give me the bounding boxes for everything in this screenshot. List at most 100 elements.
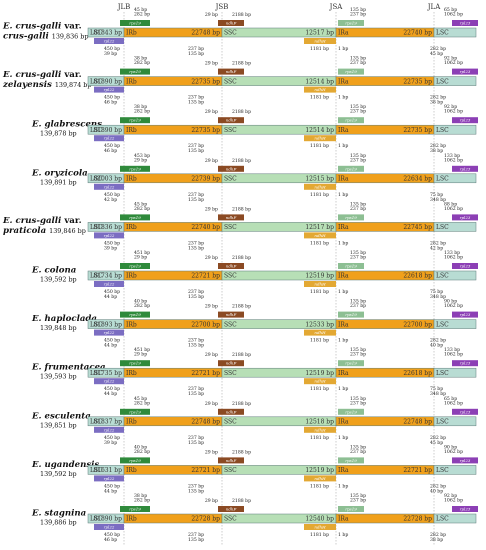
- gene-rps19-label: rps19: [129, 264, 141, 269]
- gene-rpl22-label: rpl22: [104, 379, 115, 384]
- top-annotation: 2188 bp: [232, 498, 251, 504]
- top-annotation: 1062 bp: [444, 303, 463, 309]
- top-annotation: 237 bp: [350, 12, 366, 18]
- segment-length-lsc: 81843 bp: [93, 30, 122, 37]
- gene-rpl22-box: [94, 329, 124, 336]
- gene-rpl22-box: [94, 378, 124, 385]
- bottom-annotation: 39 bp: [104, 51, 117, 57]
- segment-length-irb: 22700 bp: [191, 321, 220, 328]
- gene-rps19-label: rps19: [129, 118, 141, 123]
- segment-lsc-right: [433, 173, 477, 184]
- bottom-annotation: 135 bp: [188, 537, 204, 543]
- bottom-annotation: 1 bp: [338, 143, 348, 149]
- species-name: E. colona: [31, 266, 76, 276]
- bottom-annotation: 38 bp: [430, 148, 443, 154]
- bottom-annotation: 38 bp: [430, 537, 443, 543]
- top-annotation: 237 bp: [350, 255, 366, 261]
- species-name: E. haploclada: [31, 314, 97, 324]
- top-annotation: 282 bp: [134, 206, 150, 212]
- gene-rpl22-label: rpl22: [104, 476, 115, 481]
- top-annotation: 29 bp: [205, 449, 218, 455]
- segment-length-lsc: 81836 bp: [93, 224, 122, 231]
- top-annotation: 45 bp: [134, 7, 147, 13]
- gene-ndhF-label: ndhF: [226, 69, 237, 74]
- bottom-annotation: 135 bp: [188, 148, 204, 154]
- bottom-annotation: 45 bp: [430, 51, 443, 57]
- top-annotation: 29 bp: [205, 158, 218, 164]
- top-annotation: 1062 bp: [444, 157, 463, 163]
- bottom-annotation: 450 bp: [104, 240, 120, 246]
- top-annotation: 1062 bp: [444, 255, 463, 261]
- segment-length-lsc: 81734 bp: [93, 273, 122, 280]
- gene-rpl22-box: [94, 475, 124, 482]
- gene-rpl22-label: rpl22: [104, 427, 115, 432]
- gene-rps19b-box: [338, 68, 364, 75]
- gene-ndhH-label: ndhH: [314, 427, 326, 432]
- top-annotation: 135 bp: [350, 299, 366, 305]
- segment-length-ira: 22735 bp: [403, 127, 432, 134]
- segment-label-ira: IRa: [338, 321, 349, 328]
- gene-rps19b-label: rps19: [345, 118, 357, 123]
- gene-ndhH-box: [304, 135, 336, 142]
- gene-rpl23-box: [452, 506, 478, 512]
- species-name: E. crus-galli var.: [2, 22, 82, 32]
- bottom-annotation: 44 bp: [104, 343, 117, 349]
- bottom-annotation: 282 bp: [430, 483, 446, 489]
- gene-ndhH-box: [304, 38, 336, 44]
- top-annotation: 40 bp: [134, 444, 147, 450]
- bottom-annotation: 1 bp: [338, 240, 348, 246]
- top-annotation: 133 bp: [444, 347, 460, 353]
- top-annotation: 135 bp: [350, 250, 366, 256]
- segment-length-lsc: 81890 bp: [93, 516, 122, 523]
- gene-rpl22-label: rpl22: [104, 525, 115, 530]
- top-annotation: 29 bp: [205, 109, 218, 115]
- genome-size: 139,592 bp: [40, 276, 77, 284]
- top-annotation: 451 bp: [134, 250, 150, 256]
- bottom-annotation: 46 bp: [104, 100, 117, 106]
- gene-ndhH-box: [304, 378, 336, 385]
- bottom-annotation: 1181 bp: [310, 289, 329, 295]
- gene-ndhH-box: [304, 524, 336, 530]
- segment-length-ira: 22728 bp: [403, 516, 432, 523]
- gene-rpl23-box: [452, 214, 478, 221]
- gene-rpl23-label: rpl23: [460, 21, 471, 26]
- gene-ndhH-label: ndhH: [314, 282, 326, 287]
- segment-label-lsc-right: LSC: [436, 30, 449, 37]
- gene-rpl23-box: [452, 311, 478, 318]
- gene-rpl23-box: [452, 360, 478, 367]
- top-annotation: 29 bp: [205, 206, 218, 212]
- bottom-annotation: 282 bp: [430, 338, 446, 344]
- top-annotation: 135 bp: [350, 56, 366, 62]
- gene-rpl22-box: [94, 38, 124, 44]
- top-annotation: 38 bp: [134, 493, 147, 499]
- segment-length-lsc: 81735 bp: [93, 370, 122, 377]
- species-name-variety: crus-galli 139,836 bp: [3, 32, 88, 42]
- bottom-annotation: 1181 bp: [310, 192, 329, 198]
- top-annotation: 135 bp: [350, 493, 366, 499]
- species-name: E. ugandensis: [31, 460, 99, 470]
- species-name: E. frumentacea: [31, 363, 106, 373]
- bottom-annotation: 282 bp: [430, 95, 446, 101]
- bottom-annotation: 135 bp: [188, 391, 204, 397]
- segment-length-irb: 22721 bp: [191, 273, 220, 280]
- segment-label-ssc: SSC: [224, 30, 237, 37]
- segment-lsc-right: [433, 76, 477, 86]
- gene-ndhF-box: [218, 165, 244, 172]
- species-name: E. glabrescens: [31, 120, 102, 130]
- top-annotation: 135 bp: [350, 153, 366, 159]
- segment-length-irb: 22721 bp: [191, 370, 220, 377]
- bottom-annotation: 39 bp: [104, 245, 117, 251]
- genome-size: 139,592 bp: [40, 470, 77, 478]
- top-annotation: 40 bp: [134, 299, 147, 305]
- segment-label-lsc: LSC: [90, 419, 103, 426]
- top-annotation: 1062 bp: [444, 60, 463, 66]
- segment-length-lsc: 81893 bp: [93, 321, 122, 328]
- gene-rpl22-label: rpl22: [104, 233, 115, 238]
- top-annotation: 2188 bp: [232, 304, 251, 310]
- bottom-annotation: 75 bp: [430, 386, 443, 392]
- segment-label-irb: IRb: [126, 467, 137, 474]
- bottom-annotation: 1181 bp: [310, 240, 329, 246]
- bottom-annotation: 282 bp: [430, 435, 446, 441]
- segment-label-ssc: SSC: [224, 273, 237, 280]
- gene-rps19b-label: rps19: [345, 507, 357, 512]
